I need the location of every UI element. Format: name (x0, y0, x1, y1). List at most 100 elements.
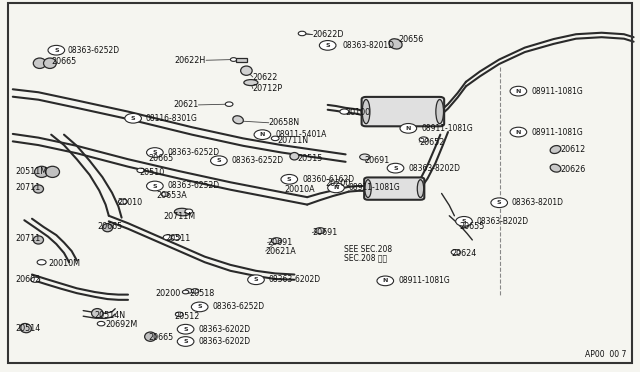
Text: S: S (497, 200, 502, 205)
Text: 08363-6202D: 08363-6202D (269, 275, 321, 284)
Ellipse shape (241, 66, 252, 75)
Text: 08911-1081G: 08911-1081G (349, 183, 401, 192)
Text: 20712P: 20712P (253, 84, 283, 93)
Text: 08363-6252D: 08363-6252D (168, 182, 220, 190)
Circle shape (177, 337, 194, 346)
Ellipse shape (175, 208, 190, 216)
Ellipse shape (92, 309, 103, 318)
Circle shape (377, 276, 394, 286)
Ellipse shape (290, 153, 299, 160)
Ellipse shape (244, 80, 258, 86)
Text: S: S (253, 277, 259, 282)
Text: S: S (54, 48, 59, 53)
Ellipse shape (233, 116, 243, 124)
Text: 20653A: 20653A (157, 191, 188, 200)
Text: AP00  00 7: AP00 00 7 (584, 350, 626, 359)
Text: 20514N: 20514N (95, 311, 126, 320)
Circle shape (172, 235, 180, 240)
Circle shape (182, 290, 189, 294)
Text: 08363-8201D: 08363-8201D (512, 198, 564, 207)
Text: 20626: 20626 (560, 165, 585, 174)
Circle shape (271, 238, 282, 244)
Circle shape (185, 209, 193, 214)
Text: 20010: 20010 (117, 198, 142, 207)
Circle shape (230, 58, 237, 61)
FancyBboxPatch shape (362, 97, 444, 126)
Text: 08363-6252D: 08363-6252D (67, 46, 119, 55)
Circle shape (177, 324, 194, 334)
Text: 20511M: 20511M (15, 167, 47, 176)
Text: 20658N: 20658N (269, 118, 300, 127)
Text: 20621A: 20621A (266, 247, 296, 256)
Text: 08911-1081G: 08911-1081G (531, 128, 583, 137)
Circle shape (175, 312, 183, 317)
Text: 20612: 20612 (560, 145, 585, 154)
Circle shape (281, 174, 298, 184)
Text: N: N (333, 185, 339, 190)
Text: 20711: 20711 (15, 234, 40, 243)
Circle shape (360, 154, 370, 160)
Text: 08363-6202D: 08363-6202D (198, 325, 250, 334)
Circle shape (163, 235, 172, 240)
Text: N: N (516, 129, 521, 135)
Ellipse shape (33, 58, 46, 68)
Text: S: S (152, 150, 157, 155)
Text: 20602: 20602 (15, 275, 40, 284)
Text: S: S (197, 304, 202, 310)
Circle shape (185, 289, 193, 293)
Circle shape (328, 183, 344, 193)
Text: 20655: 20655 (460, 222, 485, 231)
Text: 20515: 20515 (298, 154, 323, 163)
Text: SEC.208 参照: SEC.208 参照 (344, 253, 387, 262)
Circle shape (48, 45, 65, 55)
Ellipse shape (362, 100, 370, 124)
Text: 20010M: 20010M (49, 259, 81, 268)
Text: 20511: 20511 (165, 234, 190, 243)
Text: 08911-1081G: 08911-1081G (421, 124, 473, 133)
Text: 08360-6162D: 08360-6162D (302, 175, 354, 184)
Text: 20665: 20665 (51, 57, 76, 66)
Ellipse shape (35, 166, 49, 177)
Circle shape (191, 302, 208, 312)
Text: 20665: 20665 (97, 222, 122, 231)
Ellipse shape (145, 332, 156, 341)
Circle shape (97, 321, 105, 326)
Circle shape (248, 275, 264, 285)
Ellipse shape (45, 166, 60, 177)
Ellipse shape (389, 39, 402, 49)
Text: 08363-6252D: 08363-6252D (232, 156, 284, 165)
Text: 20691: 20691 (365, 156, 390, 165)
Text: N: N (406, 126, 411, 131)
Text: S: S (131, 116, 136, 121)
Circle shape (161, 192, 169, 196)
Text: 20514: 20514 (15, 324, 40, 333)
Circle shape (419, 137, 428, 142)
Text: 20621: 20621 (173, 100, 198, 109)
Ellipse shape (33, 236, 44, 244)
Circle shape (451, 250, 460, 255)
Circle shape (191, 289, 199, 293)
Text: 08363-6202D: 08363-6202D (198, 337, 250, 346)
Text: N: N (383, 278, 388, 283)
Text: 20512: 20512 (174, 312, 200, 321)
Text: 08911-1081G: 08911-1081G (398, 276, 450, 285)
Circle shape (137, 168, 145, 173)
Text: 20711N: 20711N (277, 136, 308, 145)
Text: 20711M: 20711M (164, 212, 196, 221)
Text: 20100: 20100 (346, 108, 371, 117)
Text: 20692M: 20692M (106, 320, 138, 329)
Ellipse shape (44, 58, 56, 68)
Text: N: N (516, 89, 521, 94)
FancyBboxPatch shape (364, 177, 424, 200)
Circle shape (225, 102, 233, 106)
Circle shape (510, 127, 527, 137)
Circle shape (118, 199, 127, 204)
Text: 20200: 20200 (156, 289, 181, 298)
Text: S: S (216, 158, 221, 163)
Text: 08911-1081G: 08911-1081G (531, 87, 583, 96)
Circle shape (271, 136, 279, 141)
Circle shape (510, 86, 527, 96)
Text: 20622H: 20622H (175, 56, 206, 65)
Text: S: S (393, 166, 398, 171)
Circle shape (319, 41, 336, 50)
